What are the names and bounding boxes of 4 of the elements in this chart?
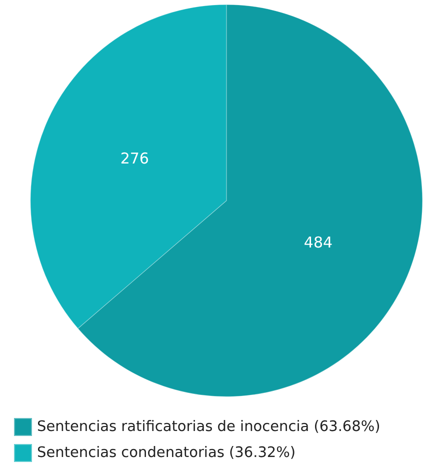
legend-label: Sentencias condenatorias (36.32%) [37,445,296,461]
data-label: 276 [120,150,149,168]
legend-label: Sentencias ratificatorias de inocencia (63.68%) [37,419,380,435]
data-label: 484 [304,234,333,252]
